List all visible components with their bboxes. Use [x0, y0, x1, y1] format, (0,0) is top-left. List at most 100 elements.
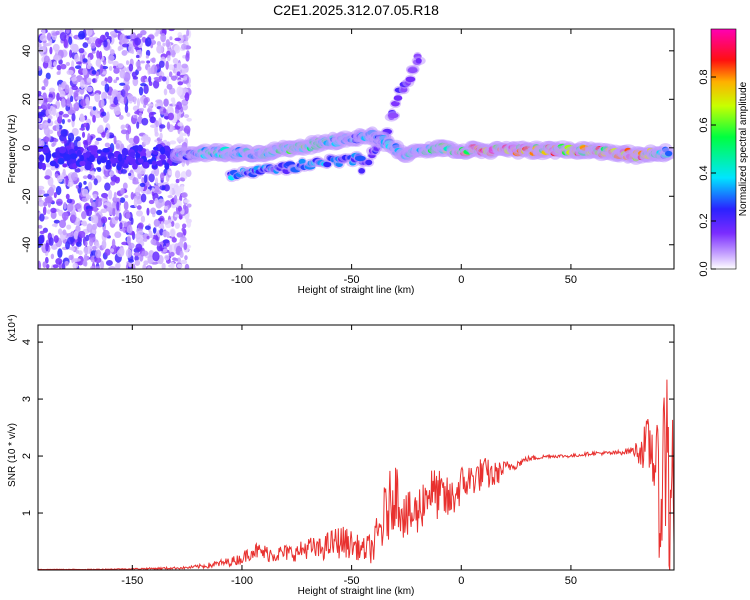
spectrogram-point	[393, 95, 403, 101]
spectrogram-point	[137, 222, 144, 229]
spectrogram-point	[87, 145, 95, 151]
spectrogram-point	[106, 111, 110, 121]
spectrogram-point	[53, 61, 57, 68]
x-tick-label: -150	[121, 274, 143, 286]
colorbar-ticks: 0.0 0.2 0.4 0.6 0.8	[698, 69, 716, 277]
spectrogram-point	[115, 111, 122, 115]
spectrogram-point	[41, 162, 46, 171]
spectrogram-point	[138, 107, 145, 112]
spectrogram-point	[179, 130, 184, 139]
spectrogram-point	[75, 136, 82, 142]
colorbar-tick-label: 0.0	[698, 261, 710, 276]
spectrogram-point	[41, 101, 48, 109]
spectrogram-point	[174, 109, 180, 114]
spectrogram-point	[101, 71, 108, 75]
spectrogram-point	[127, 124, 132, 135]
spectrogram-point	[50, 253, 55, 260]
spectrogram-point	[55, 185, 62, 196]
spectrogram-point	[108, 266, 116, 269]
chart-title: C2E1.2025.312.07.05.R18	[273, 2, 439, 18]
spectrogram-point	[125, 86, 129, 96]
spectrogram-point	[94, 113, 101, 119]
spectrogram-data	[38, 29, 674, 269]
spectrogram-point	[179, 95, 186, 100]
spectrogram-point	[43, 77, 49, 87]
spectrogram-point	[155, 78, 162, 83]
spectrogram-point	[71, 113, 76, 122]
spectrogram-point	[100, 64, 104, 74]
spectrogram-point	[136, 33, 143, 38]
spectrogram-point	[175, 186, 182, 196]
spectrogram-point	[39, 230, 45, 235]
spectrogram-point	[146, 190, 152, 195]
spectrogram-point	[136, 97, 141, 108]
spectrogram-point	[91, 69, 97, 75]
spectrogram-point	[152, 251, 160, 262]
spectrogram-point	[150, 207, 157, 215]
spectrogram-point	[38, 139, 43, 148]
spectrogram-point	[76, 149, 82, 157]
spectrogram-point	[128, 259, 134, 263]
spectrogram-point	[95, 58, 102, 67]
spectrogram-point	[170, 75, 178, 81]
spectrogram-point	[354, 155, 366, 162]
spectrogram-point	[45, 72, 51, 80]
spectrogram-point	[168, 251, 175, 257]
spectrogram-point	[118, 114, 124, 120]
spectrogram-point	[175, 178, 180, 184]
spectrogram-point	[82, 58, 88, 63]
spectrogram-point	[177, 122, 184, 127]
spectrogram-point	[112, 90, 119, 95]
spectrogram-point	[156, 241, 161, 247]
spectrogram-point	[82, 175, 88, 179]
spectrogram-point	[158, 75, 163, 80]
x-tick-label: -150	[121, 575, 143, 587]
spectrogram-point	[415, 57, 422, 64]
spectrogram-point	[48, 186, 55, 197]
spectrogram-point	[107, 54, 115, 61]
spectrogram-point	[41, 86, 46, 91]
spectrogram-point	[73, 103, 77, 110]
spectrogram-point	[143, 174, 148, 184]
spectrogram-point	[173, 195, 178, 204]
spectrogram-point	[167, 194, 173, 199]
spectrogram-point	[57, 84, 62, 93]
spectrogram-point	[117, 153, 123, 162]
spectrogram-point	[182, 79, 189, 84]
spectrogram-point	[63, 38, 68, 48]
spectrogram-point	[62, 229, 67, 236]
spectrogram-point	[135, 210, 143, 217]
spectrogram-point	[109, 49, 115, 56]
y-tick-label: 2	[21, 453, 33, 459]
spectrogram-point	[155, 99, 163, 104]
spectrogram-point	[39, 34, 47, 42]
spectrogram-point	[176, 101, 183, 110]
spectrogram-point	[140, 193, 147, 203]
spectrogram-point	[47, 176, 54, 187]
spectrogram-point	[58, 146, 67, 154]
colorbar	[710, 28, 737, 270]
spectrogram-point	[77, 140, 82, 148]
spectrogram-point	[151, 160, 157, 166]
spectrogram-point	[98, 198, 103, 202]
spectrogram-point	[101, 216, 108, 224]
spectrogram-point	[139, 253, 144, 262]
spectrogram-point	[168, 29, 175, 32]
spectrogram-point	[183, 204, 187, 211]
spectrogram-point	[144, 225, 151, 231]
spectrogram-point	[181, 192, 188, 198]
spectrogram-point	[137, 144, 143, 152]
spectrogram-point	[126, 225, 133, 234]
spectrogram-point	[66, 236, 74, 245]
spectrogram-point	[67, 132, 75, 143]
spectrogram-point	[112, 207, 116, 217]
spectrogram-point	[65, 175, 69, 186]
spectrogram-point	[136, 169, 141, 175]
y-tick-label: 4	[21, 339, 33, 345]
spectrogram-point	[148, 230, 153, 238]
spectrogram-point	[56, 64, 62, 71]
spectrogram-point	[143, 97, 149, 106]
spectrogram-point	[173, 44, 181, 54]
spectrogram-point	[120, 169, 128, 174]
spectrogram-point	[165, 60, 169, 70]
